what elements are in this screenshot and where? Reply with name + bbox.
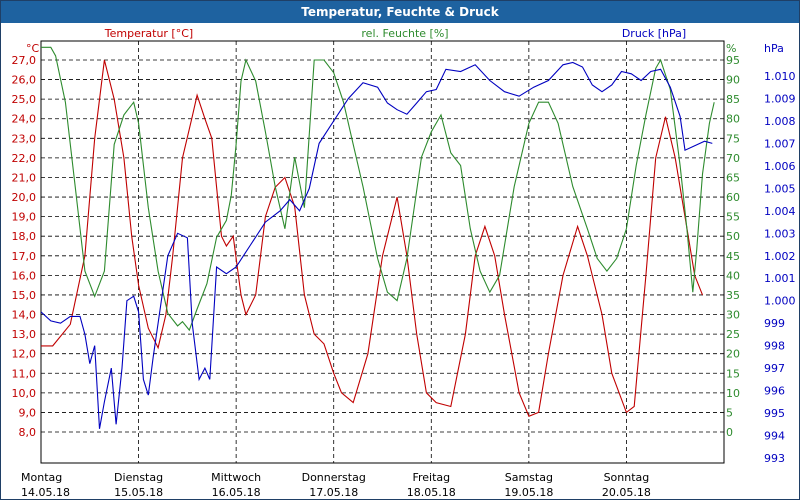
day-name-label: Mittwoch: [211, 471, 261, 484]
temperature-tick-label: 26,0: [12, 74, 37, 87]
humidity-tick-label: 15: [726, 367, 740, 380]
temperature-tick-label: 25,0: [12, 93, 37, 106]
temperature-tick-label: 16,0: [12, 269, 37, 282]
plot-frame: [40, 40, 725, 464]
temperature-tick-label: 18,0: [12, 230, 37, 243]
humidity-tick-label: 0: [726, 426, 733, 439]
temperature-tick-label: 14,0: [12, 309, 37, 322]
pressure-tick-label: 1.000: [764, 295, 796, 308]
pressure-tick-label: 1.008: [764, 115, 796, 128]
humidity-unit-label: %: [726, 42, 736, 55]
temperature-tick-label: 17,0: [12, 250, 37, 263]
pressure-tick-label: 1.005: [764, 182, 796, 195]
humidity-tick-label: 90: [726, 74, 740, 87]
day-name-label: Samstag: [505, 471, 553, 484]
humidity-tick-label: 5: [726, 406, 733, 419]
humidity-tick-label: 25: [726, 328, 740, 341]
humidity-tick-label: 50: [726, 230, 740, 243]
day-name-label: Donnerstag: [302, 471, 366, 484]
pressure-tick-label: 997: [764, 362, 785, 375]
pressure-tick-label: 996: [764, 385, 785, 398]
day-date-label: 18.05.18: [407, 486, 456, 499]
temperature-tick-label: 23,0: [12, 132, 37, 145]
temperature-tick-label: 12,0: [12, 348, 37, 361]
humidity-tick-label: 65: [726, 171, 740, 184]
day-date-label: 17.05.18: [309, 486, 358, 499]
window-title: Temperatur, Feuchte & Druck: [1, 1, 799, 23]
temperature-tick-label: 8,0: [19, 426, 37, 439]
humidity-tick-label: 80: [726, 113, 740, 126]
pressure-tick-label: 994: [764, 430, 785, 443]
temperature-series-line: [41, 59, 704, 418]
humidity-tick-label: 60: [726, 191, 740, 204]
humidity-tick-label: 30: [726, 309, 740, 322]
temperature-tick-label: 20,0: [12, 191, 37, 204]
day-date-label: 19.05.18: [504, 486, 553, 499]
pressure-unit-label: hPa: [764, 42, 784, 55]
day-name-label: Sonntag: [604, 471, 650, 484]
humidity-tick-label: 55: [726, 211, 740, 224]
temperature-tick-label: 19,0: [12, 211, 37, 224]
pressure-tick-label: 995: [764, 407, 785, 420]
temperature-tick-label: 27,0: [12, 54, 37, 67]
temperature-unit-label: °C: [26, 42, 40, 55]
pressure-tick-label: 1.009: [764, 92, 796, 105]
humidity-tick-label: 70: [726, 152, 740, 165]
temperature-tick-label: 15,0: [12, 289, 37, 302]
humidity-tick-label: 75: [726, 132, 740, 145]
temperature-tick-label: 11,0: [12, 367, 37, 380]
temperature-axis-title: Temperatur [°C]: [104, 27, 193, 40]
pressure-tick-label: 1.007: [764, 137, 796, 150]
humidity-axis-title: rel. Feuchte [%]: [361, 27, 448, 40]
pressure-tick-label: 1.004: [764, 205, 796, 218]
pressure-tick-label: 1.003: [764, 227, 796, 240]
day-name-label: Montag: [21, 471, 62, 484]
day-date-label: 16.05.18: [212, 486, 261, 499]
humidity-tick-label: 95: [726, 54, 740, 67]
temperature-tick-label: 24,0: [12, 113, 37, 126]
pressure-axis-title: Druck [hPa]: [622, 27, 686, 40]
pressure-tick-label: 1.006: [764, 160, 796, 173]
temperature-tick-label: 10,0: [12, 387, 37, 400]
pressure-tick-label: 998: [764, 340, 785, 353]
day-date-label: 20.05.18: [602, 486, 651, 499]
temperature-tick-label: 9,0: [19, 406, 37, 419]
pressure-tick-label: 1.010: [764, 70, 796, 83]
humidity-tick-label: 10: [726, 387, 740, 400]
humidity-tick-label: 85: [726, 93, 740, 106]
humidity-series-line: [41, 46, 715, 332]
pressure-tick-label: 1.002: [764, 250, 796, 263]
pressure-tick-label: 1.001: [764, 272, 796, 285]
day-name-label: Dienstag: [114, 471, 163, 484]
humidity-tick-label: 40: [726, 269, 740, 282]
day-date-label: 15.05.18: [114, 486, 163, 499]
humidity-tick-label: 35: [726, 289, 740, 302]
day-date-label: 14.05.18: [21, 486, 70, 499]
temperature-tick-label: 21,0: [12, 171, 37, 184]
humidity-tick-label: 45: [726, 250, 740, 263]
temperature-tick-label: 13,0: [12, 328, 37, 341]
pressure-series-line: [41, 61, 713, 429]
pressure-tick-label: 999: [764, 317, 785, 330]
temperature-tick-label: 22,0: [12, 152, 37, 165]
pressure-tick-label: 993: [764, 452, 785, 465]
humidity-tick-label: 20: [726, 348, 740, 361]
day-name-label: Freitag: [412, 471, 450, 484]
